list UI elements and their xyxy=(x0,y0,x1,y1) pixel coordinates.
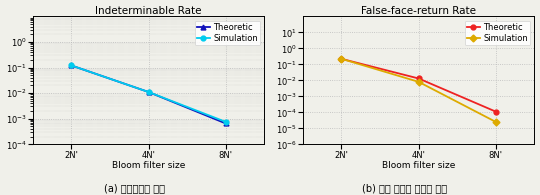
Line: Theoretic: Theoretic xyxy=(69,63,228,126)
Simulation xyxy=(415,81,422,83)
X-axis label: Bloom filter size: Bloom filter size xyxy=(112,161,185,170)
Theoretic xyxy=(492,111,499,113)
Simulation xyxy=(145,91,152,93)
Theoretic xyxy=(145,91,152,93)
Title: False-face-return Rate: False-face-return Rate xyxy=(361,5,476,16)
X-axis label: Bloom filter size: Bloom filter size xyxy=(382,161,455,170)
Legend: Theoretic, Simulation: Theoretic, Simulation xyxy=(465,20,530,45)
Simulation xyxy=(492,121,499,123)
Simulation xyxy=(68,64,75,67)
Simulation xyxy=(222,121,229,123)
Title: Indeterminable Rate: Indeterminable Rate xyxy=(96,5,202,16)
Legend: Theoretic, Simulation: Theoretic, Simulation xyxy=(195,20,260,45)
Theoretic xyxy=(222,122,229,125)
Text: (b) 거짓 페이스 반환율 비교: (b) 거짓 페이스 반환율 비교 xyxy=(362,183,448,193)
Line: Simulation: Simulation xyxy=(69,63,228,124)
Simulation xyxy=(338,58,345,60)
Line: Theoretic: Theoretic xyxy=(339,56,498,114)
Theoretic xyxy=(68,64,75,67)
Line: Simulation: Simulation xyxy=(339,56,498,124)
Theoretic xyxy=(338,58,345,60)
Theoretic xyxy=(415,77,422,80)
Text: (a) 판별불가율 비교: (a) 판별불가율 비교 xyxy=(105,183,165,193)
